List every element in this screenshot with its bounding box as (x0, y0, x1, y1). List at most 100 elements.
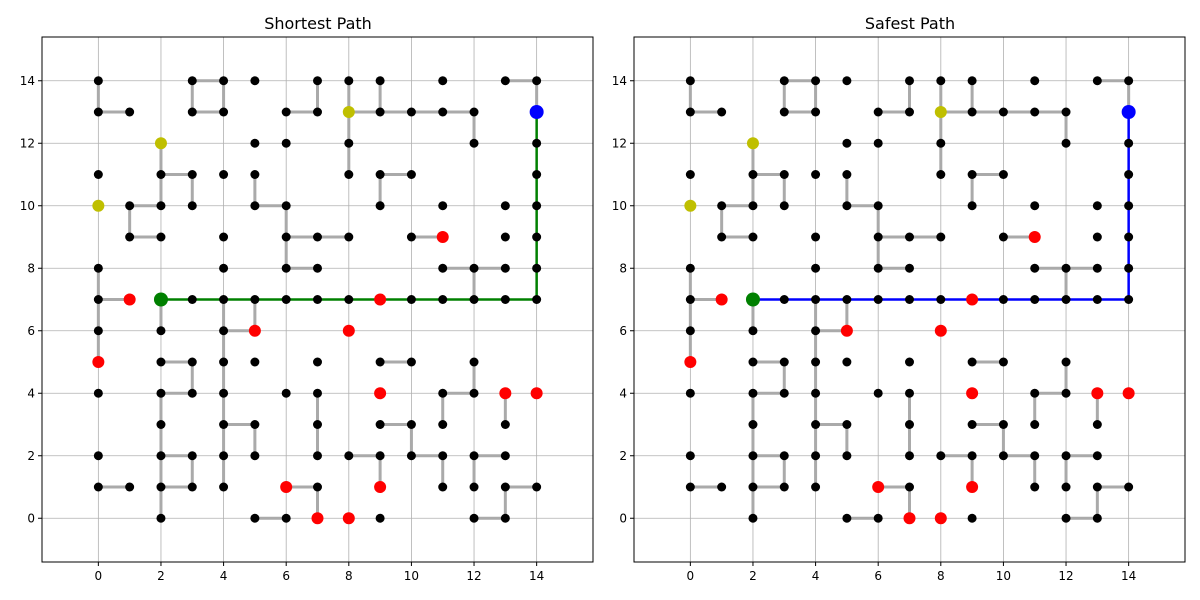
node (685, 76, 695, 86)
tick-label-y: 14 (612, 74, 627, 88)
node (1030, 263, 1040, 273)
node (905, 357, 914, 367)
tick-label-x: 10 (404, 569, 419, 583)
node (500, 482, 510, 492)
node (905, 388, 914, 398)
node (717, 107, 727, 117)
node (717, 232, 727, 242)
node (842, 138, 852, 148)
node (998, 107, 1008, 117)
node (811, 107, 821, 117)
node (187, 295, 197, 304)
node (532, 201, 542, 211)
node (532, 482, 542, 492)
node (1092, 76, 1102, 86)
node (1061, 482, 1071, 492)
node (779, 388, 789, 398)
node (250, 420, 260, 429)
node (219, 232, 229, 242)
node (811, 263, 821, 273)
node (156, 201, 166, 211)
node (469, 107, 479, 117)
node (313, 388, 322, 398)
node (1061, 107, 1071, 117)
node (125, 107, 135, 117)
node (500, 232, 510, 242)
node (685, 295, 695, 304)
node (187, 170, 197, 179)
node (469, 388, 479, 398)
node (500, 263, 510, 273)
node (250, 295, 260, 304)
node (842, 357, 852, 367)
tick-label-x: 14 (1121, 569, 1136, 583)
node (779, 295, 789, 304)
node (93, 263, 103, 273)
node (375, 451, 385, 461)
node (1124, 76, 1134, 86)
node (187, 482, 197, 492)
node (406, 107, 416, 117)
node (936, 295, 946, 304)
node (779, 76, 789, 86)
node (1124, 138, 1134, 148)
node (1030, 451, 1040, 461)
danger-node (374, 387, 387, 400)
node (936, 451, 946, 461)
danger-node (374, 293, 387, 306)
node (685, 263, 695, 273)
tick-label-x: 12 (466, 569, 481, 583)
node (532, 263, 542, 273)
node (1124, 232, 1134, 242)
danger-node (499, 387, 512, 400)
node (1124, 295, 1134, 304)
node (406, 170, 416, 179)
node (998, 170, 1008, 179)
danger-node (248, 324, 261, 337)
goal-node (1121, 105, 1136, 119)
node (936, 232, 946, 242)
node (375, 76, 385, 86)
node (156, 482, 166, 492)
node (842, 420, 852, 429)
edges-safest (688, 79, 1131, 520)
node (811, 170, 821, 179)
node (1092, 420, 1102, 429)
node (93, 482, 103, 492)
node (905, 295, 914, 304)
bonus-node (92, 199, 105, 212)
node (811, 388, 821, 398)
node (1030, 201, 1040, 211)
node (967, 451, 977, 461)
node (281, 513, 291, 523)
node (748, 451, 758, 461)
node (905, 451, 914, 461)
tick-label-y: 8 (27, 261, 35, 275)
tick-label-x: 12 (1058, 569, 1073, 583)
node (438, 76, 448, 86)
node (344, 138, 354, 148)
node (685, 388, 695, 398)
danger-node (934, 324, 947, 337)
node (842, 451, 852, 461)
node (685, 451, 695, 461)
node (779, 357, 789, 367)
node (375, 420, 385, 429)
danger-node (1091, 387, 1104, 400)
danger-node (530, 387, 543, 400)
node (748, 170, 758, 179)
danger-node (374, 481, 387, 493)
node (936, 138, 946, 148)
node (281, 388, 291, 398)
node (1092, 482, 1102, 492)
node (998, 420, 1008, 429)
node (250, 138, 260, 148)
tick-label-y: 12 (612, 136, 627, 150)
node (93, 170, 103, 179)
tick-label-x: 10 (996, 569, 1011, 583)
goal-node (529, 105, 544, 119)
node (998, 295, 1008, 304)
node (93, 107, 103, 117)
node (344, 295, 354, 304)
node (500, 76, 510, 86)
